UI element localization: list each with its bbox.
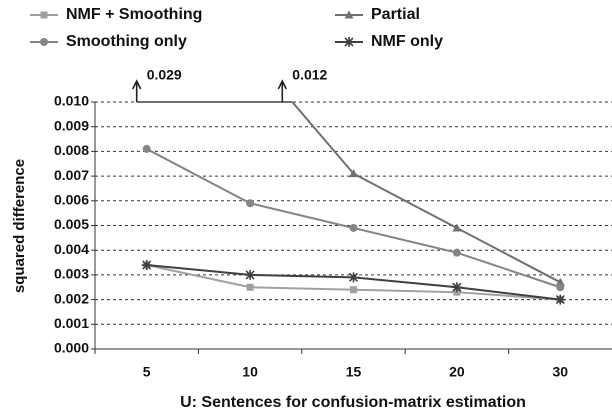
y-tick-label: 0.000 <box>54 340 89 356</box>
y-tick-label: 0.004 <box>54 241 89 257</box>
marker <box>142 144 151 153</box>
y-tick-label: 0.003 <box>54 266 89 282</box>
marker <box>40 11 48 19</box>
marker <box>246 199 255 208</box>
y-tick-label: 0.007 <box>54 167 89 183</box>
marker <box>348 272 359 283</box>
marker <box>452 223 462 232</box>
y-tick-label: 0.005 <box>54 216 89 232</box>
legend-label: Partial <box>371 6 420 23</box>
legend-label: NMF + Smoothing <box>66 6 202 23</box>
x-axis-label: U: Sentences for confusion-matrix estima… <box>180 394 526 411</box>
data-label: 0.012 <box>292 67 327 83</box>
marker <box>245 269 256 280</box>
marker <box>555 277 565 286</box>
y-axis-label: squared difference <box>11 159 28 293</box>
marker <box>344 37 354 47</box>
y-tick-label: 0.009 <box>54 117 89 133</box>
marker <box>349 223 358 232</box>
marker <box>451 282 462 293</box>
x-tick-label: 30 <box>553 364 569 380</box>
marker <box>555 294 566 305</box>
x-tick-label: 15 <box>346 364 362 380</box>
marker <box>344 10 354 19</box>
x-tick-label: 20 <box>449 364 465 380</box>
y-tick-label: 0.001 <box>54 315 89 331</box>
series <box>141 260 566 305</box>
off-scale-arrow <box>131 79 142 102</box>
y-tick-label: 0.006 <box>54 192 89 208</box>
off-scale-arrow <box>277 79 288 102</box>
legend-label: NMF only <box>371 33 443 50</box>
y-tick-label: 0.010 <box>54 93 89 109</box>
marker <box>349 169 358 178</box>
marker <box>246 283 254 291</box>
marker <box>141 260 152 271</box>
marker <box>556 283 565 292</box>
y-tick-label: 0.008 <box>54 142 89 158</box>
legend-label: Smoothing only <box>66 33 187 50</box>
data-label: 0.029 <box>147 67 182 83</box>
marker <box>452 248 461 257</box>
x-tick-label: 5 <box>143 364 151 380</box>
series <box>290 102 565 286</box>
marker <box>350 286 357 294</box>
x-tick-label: 10 <box>242 364 258 380</box>
marker <box>40 38 48 46</box>
y-tick-label: 0.002 <box>54 290 89 306</box>
series <box>142 144 565 292</box>
